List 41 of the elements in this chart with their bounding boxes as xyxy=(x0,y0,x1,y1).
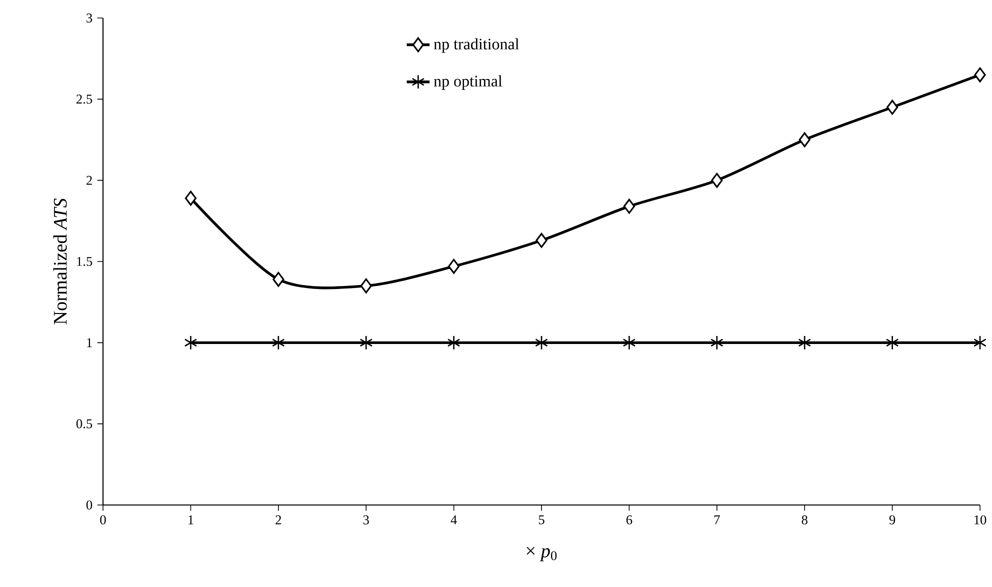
point xyxy=(798,132,810,148)
point xyxy=(360,335,373,350)
y-tick-label: 3 xyxy=(86,14,92,22)
x-tick-label: 3 xyxy=(363,515,369,524)
point xyxy=(447,335,460,350)
point xyxy=(360,278,372,294)
legend-label: np optimal xyxy=(434,75,502,90)
x-tick-label: 4 xyxy=(450,515,457,524)
point xyxy=(710,335,724,350)
point xyxy=(974,335,986,350)
point xyxy=(448,258,460,274)
y-tick-label: 2 xyxy=(86,176,92,185)
point xyxy=(272,335,285,350)
x-tick-label: 9 xyxy=(889,515,896,524)
point xyxy=(184,335,198,350)
point xyxy=(535,335,548,350)
point xyxy=(184,190,197,206)
x-tick-label: 2 xyxy=(276,515,282,524)
point xyxy=(711,172,723,188)
point xyxy=(536,232,548,248)
y-tick-label: 0 xyxy=(86,500,92,510)
x-axis-title: × p$_{0}$ xyxy=(526,546,557,562)
y-tick-label: 0.5 xyxy=(76,419,92,428)
x-tick-label: 0 xyxy=(100,515,106,524)
x-tick-label: 6 xyxy=(626,515,632,524)
point xyxy=(622,335,636,350)
y-tick-label: 2.5 xyxy=(76,94,92,104)
legend-label: np traditional xyxy=(434,38,519,53)
point xyxy=(886,335,899,350)
point xyxy=(886,100,898,115)
y-tick-label: 1.5 xyxy=(77,257,92,266)
x-tick-label: 1 xyxy=(188,515,194,524)
point xyxy=(798,335,812,350)
y-tick-label: 1 xyxy=(87,338,92,348)
x-tick-label: 10 xyxy=(974,515,986,524)
x-tick-label: 8 xyxy=(802,515,808,524)
point xyxy=(272,272,284,287)
point xyxy=(623,198,636,214)
x-tick-label: 5 xyxy=(538,515,544,524)
y-axis-title: Normalized ATS xyxy=(53,198,67,324)
x-tick-label: 7 xyxy=(714,515,720,524)
